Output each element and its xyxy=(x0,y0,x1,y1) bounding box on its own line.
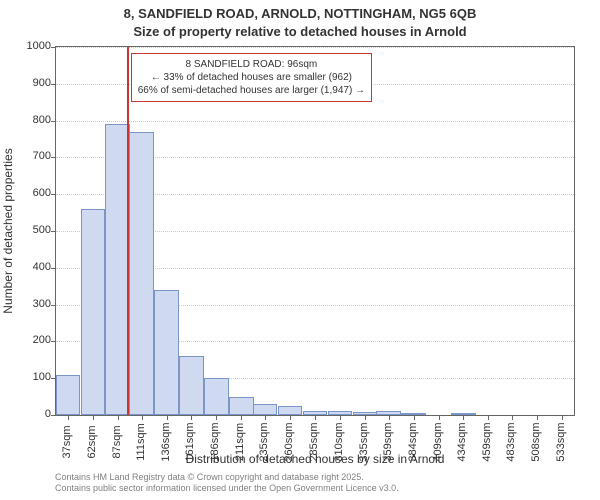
xtick-label: 260sqm xyxy=(283,422,295,461)
attribution-text: Contains HM Land Registry data © Crown c… xyxy=(55,472,399,494)
xtick-label: 161sqm xyxy=(184,422,196,461)
histogram-bar xyxy=(229,397,254,415)
xtick-label: 508sqm xyxy=(530,422,542,461)
ytick-label: 800 xyxy=(33,114,51,126)
ytick-mark xyxy=(51,231,56,232)
ytick-label: 400 xyxy=(33,261,51,273)
xtick-mark xyxy=(340,415,341,420)
histogram-bar xyxy=(278,406,303,415)
ytick-label: 300 xyxy=(33,298,51,310)
xtick-mark xyxy=(414,415,415,420)
xtick-mark xyxy=(118,415,119,420)
y-axis-label: Number of detached properties xyxy=(1,148,15,313)
xtick-mark xyxy=(167,415,168,420)
plot-area: 8 SANDFIELD ROAD: 96sqm← 33% of detached… xyxy=(55,46,575,416)
xtick-mark xyxy=(216,415,217,420)
ytick-label: 900 xyxy=(33,77,51,89)
xtick-label: 235sqm xyxy=(258,422,270,461)
annotation-line3: 66% of semi-detached houses are larger (… xyxy=(138,84,365,97)
attribution-line2: Contains public sector information licen… xyxy=(55,483,399,494)
xtick-mark xyxy=(93,415,94,420)
xtick-mark xyxy=(365,415,366,420)
histogram-bar xyxy=(81,209,106,415)
xtick-label: 533sqm xyxy=(555,422,567,461)
histogram-bar xyxy=(204,378,229,415)
histogram-bar xyxy=(56,375,81,415)
xtick-label: 409sqm xyxy=(432,422,444,461)
histogram-bar xyxy=(129,132,154,415)
xtick-mark xyxy=(241,415,242,420)
xtick-label: 285sqm xyxy=(308,422,320,461)
xtick-mark xyxy=(488,415,489,420)
xtick-mark xyxy=(463,415,464,420)
ytick-mark xyxy=(51,84,56,85)
histogram-bar xyxy=(154,290,179,415)
xtick-mark xyxy=(315,415,316,420)
xtick-label: 111sqm xyxy=(135,423,147,461)
xtick-mark xyxy=(265,415,266,420)
gridline xyxy=(56,47,574,48)
xtick-mark xyxy=(389,415,390,420)
xtick-mark xyxy=(290,415,291,420)
gridline xyxy=(56,121,574,122)
xtick-label: 483sqm xyxy=(505,422,517,461)
ytick-label: 100 xyxy=(33,371,51,383)
xtick-label: 62sqm xyxy=(86,425,98,458)
xtick-mark xyxy=(68,415,69,420)
ytick-mark xyxy=(51,121,56,122)
xtick-mark xyxy=(142,415,143,420)
annotation-box: 8 SANDFIELD ROAD: 96sqm← 33% of detached… xyxy=(131,53,372,102)
ytick-label: 0 xyxy=(45,408,51,420)
attribution-line1: Contains HM Land Registry data © Crown c… xyxy=(55,472,399,483)
ytick-mark xyxy=(51,47,56,48)
xtick-mark xyxy=(537,415,538,420)
ytick-label: 600 xyxy=(33,187,51,199)
ytick-mark xyxy=(51,415,56,416)
xtick-label: 211sqm xyxy=(234,423,246,461)
xtick-label: 384sqm xyxy=(407,422,419,461)
ytick-label: 1000 xyxy=(27,40,51,52)
xtick-label: 434sqm xyxy=(456,422,468,461)
annotation-line1: 8 SANDFIELD ROAD: 96sqm xyxy=(138,58,365,71)
ytick-mark xyxy=(51,341,56,342)
annotation-line2: ← 33% of detached houses are smaller (96… xyxy=(138,71,365,84)
xtick-label: 136sqm xyxy=(160,422,172,461)
xtick-label: 335sqm xyxy=(358,422,370,461)
chart-title-line2: Size of property relative to detached ho… xyxy=(0,24,600,39)
xtick-mark xyxy=(562,415,563,420)
xtick-mark xyxy=(439,415,440,420)
property-marker-line xyxy=(127,47,129,415)
ytick-label: 700 xyxy=(33,150,51,162)
ytick-mark xyxy=(51,194,56,195)
ytick-label: 200 xyxy=(33,334,51,346)
xtick-label: 359sqm xyxy=(382,422,394,461)
xtick-label: 37sqm xyxy=(61,425,73,458)
ytick-mark xyxy=(51,305,56,306)
histogram-bar xyxy=(253,404,278,415)
xtick-label: 459sqm xyxy=(481,422,493,461)
xtick-mark xyxy=(512,415,513,420)
ytick-mark xyxy=(51,268,56,269)
xtick-label: 310sqm xyxy=(333,422,345,461)
ytick-mark xyxy=(51,157,56,158)
chart-container: 8, SANDFIELD ROAD, ARNOLD, NOTTINGHAM, N… xyxy=(0,0,600,500)
ytick-label: 500 xyxy=(33,224,51,236)
xtick-label: 87sqm xyxy=(111,425,123,458)
xtick-mark xyxy=(191,415,192,420)
xtick-label: 186sqm xyxy=(209,422,221,461)
histogram-bar xyxy=(179,356,204,415)
chart-title-line1: 8, SANDFIELD ROAD, ARNOLD, NOTTINGHAM, N… xyxy=(0,6,600,21)
